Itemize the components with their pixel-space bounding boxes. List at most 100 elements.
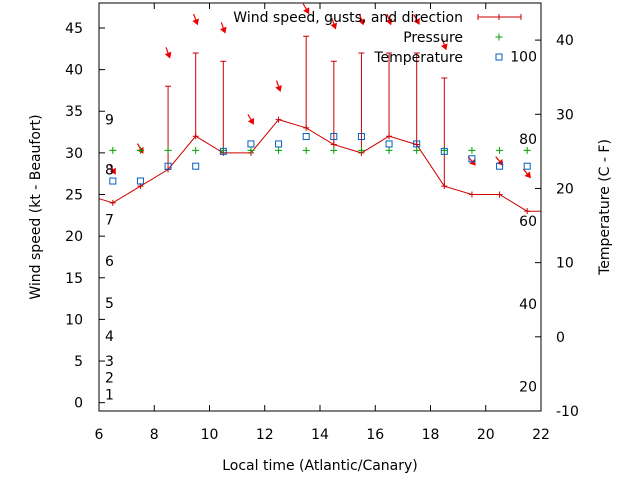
wind-speed-point — [109, 199, 116, 206]
y-tick-label-left: 10 — [65, 312, 83, 328]
pressure-point — [357, 146, 365, 154]
pressure-point — [385, 146, 393, 154]
wind-gust-bar — [358, 52, 365, 153]
wind-gust-bar — [330, 60, 337, 145]
wind-gust-bar — [165, 85, 172, 170]
legend-swatch-wind — [477, 14, 522, 20]
beaufort-label: 8 — [105, 163, 114, 179]
wind-direction-arrow — [441, 38, 448, 51]
x-tick-label: 10 — [201, 427, 219, 443]
temperature-point — [109, 177, 117, 185]
y-tick-label-left: 25 — [65, 188, 83, 204]
temperature-point — [357, 133, 365, 141]
x-tick-label: 14 — [311, 427, 329, 443]
y-tick-label-right: 0 — [556, 330, 565, 346]
pressure-point — [164, 146, 172, 154]
wind-direction-arrow — [413, 14, 420, 25]
y-axis-label-right: Temperature (C - F) — [597, 139, 613, 276]
y-tick-label-right: 40 — [556, 33, 574, 49]
wind-speed-point — [496, 191, 503, 198]
pressure-point — [413, 146, 421, 154]
plot-frame — [98, 2, 542, 412]
y-tick-label-left: 5 — [74, 354, 83, 370]
legend-label: Pressure — [403, 30, 463, 46]
labels-layer: 6 8 10 12 14 16 18 20 22051015202530354045-10010… — [65, 21, 579, 443]
x-tick-label: 12 — [256, 427, 274, 443]
pressure-point — [109, 146, 117, 154]
y-tick-label-left: 45 — [65, 21, 83, 37]
beaufort-label: 6 — [105, 254, 114, 270]
x-tick-label: 6 — [95, 427, 104, 443]
x-tick-label: 16 — [366, 427, 384, 443]
y-tick-label-right: -10 — [556, 404, 579, 420]
beaufort-label: 5 — [105, 296, 114, 312]
wind-gust-bar — [192, 52, 199, 137]
y-tick-label-left: 35 — [65, 104, 83, 120]
temperature-point — [192, 162, 200, 170]
y-tick-label-right: 10 — [556, 256, 574, 272]
y-tick-label-left: 20 — [65, 229, 83, 245]
temperature-point — [247, 140, 255, 148]
wind-gust-bar — [413, 52, 420, 145]
fahrenheit-label: 100 — [510, 49, 537, 65]
fahrenheit-label: 80 — [519, 132, 537, 148]
wind-gust-bar — [441, 77, 448, 187]
beaufort-label: 3 — [105, 354, 114, 370]
legend-label: Wind speed, gusts, and direction — [233, 10, 463, 26]
beaufort-label: 4 — [105, 329, 114, 345]
pressure-point — [523, 146, 531, 154]
pressure-point — [468, 146, 476, 154]
y-tick-label-left: 30 — [65, 146, 83, 162]
wind-speed-point — [468, 191, 475, 198]
wind-speed-point — [275, 116, 282, 123]
x-axis-label: Local time (Atlantic/Canary) — [222, 458, 418, 474]
y-tick-label-left: 40 — [65, 63, 83, 79]
wind-speed-point — [524, 208, 531, 215]
y-tick-label-left: 0 — [74, 396, 83, 412]
pressure-point — [330, 146, 338, 154]
x-tick-label: 20 — [477, 427, 495, 443]
temperature-point — [219, 147, 227, 155]
temperature-point — [468, 155, 476, 163]
data-layer — [98, 3, 541, 215]
temperature-point — [413, 140, 421, 148]
wind-direction-arrow — [164, 47, 172, 59]
x-tick-label: 18 — [422, 427, 440, 443]
temperature-point — [496, 162, 504, 170]
legend: Wind speed, gusts, and direction Pressure… — [233, 10, 522, 66]
wind-speed-line — [98, 119, 541, 212]
wind-direction-arrow — [495, 156, 504, 166]
wind-direction-arrow — [385, 13, 393, 26]
y-axis-label-left: Wind speed (kt - Beaufort) — [28, 114, 44, 299]
wind-direction-arrow — [220, 22, 227, 34]
fahrenheit-label: 20 — [519, 380, 537, 396]
y-tick-label-left: 15 — [65, 271, 83, 287]
fahrenheit-label: 40 — [519, 297, 537, 313]
legend-swatch-temperature — [495, 53, 503, 61]
beaufort-label: 9 — [105, 113, 114, 129]
wind-direction-arrow — [109, 164, 116, 175]
wind-gust-bar — [386, 52, 393, 137]
temperature-point — [275, 140, 283, 148]
wind-gust-bar — [220, 60, 227, 153]
temperature-point — [440, 147, 448, 155]
temperature-point — [385, 140, 393, 148]
pressure-point — [192, 146, 200, 154]
x-tick-label: 22 — [532, 427, 550, 443]
wind-gust-bar — [303, 35, 310, 128]
wind-direction-arrow — [330, 17, 338, 30]
x-tick-label: 8 — [150, 427, 159, 443]
beaufort-label: 2 — [105, 371, 114, 387]
beaufort-label: 7 — [105, 212, 114, 228]
temperature-point — [164, 162, 172, 170]
temperature-point — [330, 133, 338, 141]
pressure-point — [302, 146, 310, 154]
temperature-point — [136, 177, 144, 185]
wind-direction-arrow — [247, 114, 254, 125]
wind-direction-arrow — [302, 3, 310, 15]
wind-direction-arrow — [192, 13, 199, 26]
wind-direction-arrow — [522, 168, 532, 179]
legend-label: Temperature — [373, 50, 463, 66]
